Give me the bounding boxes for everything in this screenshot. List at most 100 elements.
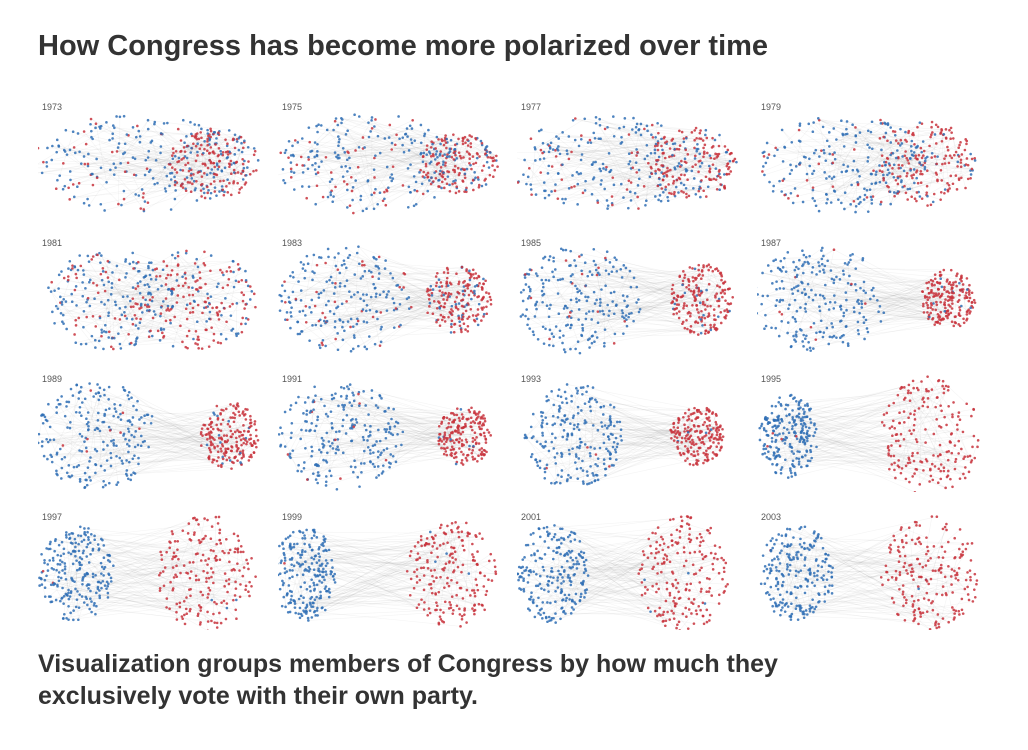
node (581, 323, 584, 327)
node (231, 138, 235, 142)
edge (857, 284, 964, 323)
node (701, 324, 704, 327)
node (699, 289, 703, 293)
node (944, 306, 947, 310)
edge (427, 151, 451, 178)
node (885, 156, 889, 160)
node (439, 166, 443, 169)
node (942, 268, 946, 272)
node (193, 300, 196, 303)
edge (859, 153, 892, 177)
edge (334, 120, 364, 138)
node (626, 304, 630, 307)
node (240, 278, 244, 282)
node (199, 189, 203, 192)
edge (852, 124, 921, 197)
node (658, 168, 661, 172)
node (523, 158, 526, 162)
node (556, 278, 560, 282)
node (392, 308, 396, 312)
edge (114, 127, 193, 149)
edge (132, 252, 235, 288)
edge (325, 292, 446, 347)
node (145, 167, 149, 171)
node (206, 191, 209, 195)
node (354, 149, 357, 152)
node (811, 266, 815, 269)
edge (813, 122, 884, 138)
edge (435, 145, 469, 179)
edge (668, 163, 728, 172)
node (784, 270, 788, 273)
edge (578, 324, 715, 343)
edge (600, 160, 657, 185)
node (334, 264, 338, 268)
edge (790, 164, 972, 170)
node (461, 136, 465, 140)
edge (526, 309, 561, 338)
node (342, 180, 346, 183)
node (196, 343, 199, 346)
node (77, 316, 81, 320)
node (357, 245, 360, 248)
edge (824, 265, 941, 273)
node (724, 299, 727, 302)
edge (883, 171, 921, 176)
node (955, 274, 958, 278)
edge (145, 159, 189, 164)
node (913, 142, 916, 146)
node (196, 338, 199, 341)
node (203, 171, 206, 175)
node (557, 145, 560, 148)
edge (97, 254, 139, 329)
edge (587, 251, 608, 340)
node (348, 166, 352, 170)
node (190, 146, 193, 150)
edge (87, 283, 113, 299)
node (519, 291, 523, 294)
node (862, 198, 866, 201)
node (920, 163, 923, 167)
node (636, 151, 639, 154)
node (908, 187, 912, 191)
node (635, 301, 638, 304)
node (622, 316, 626, 320)
node (600, 288, 603, 291)
node (148, 298, 152, 302)
edge (436, 136, 456, 154)
edge (595, 264, 623, 317)
node (884, 181, 888, 185)
edge (626, 123, 642, 190)
node (218, 190, 221, 193)
node (372, 207, 376, 211)
node (466, 324, 470, 328)
edge (366, 305, 381, 313)
node (666, 199, 670, 203)
edge (135, 281, 247, 289)
node (434, 153, 438, 156)
node (383, 190, 386, 194)
node (406, 135, 409, 138)
node (442, 271, 446, 274)
node (137, 327, 140, 330)
node (318, 343, 321, 347)
node (788, 172, 792, 176)
node (539, 171, 543, 174)
edge (788, 163, 937, 199)
node (480, 306, 484, 310)
node (920, 197, 924, 200)
node (912, 168, 916, 171)
node (365, 303, 369, 307)
node (428, 305, 431, 308)
node (252, 147, 256, 150)
edge (595, 122, 728, 165)
node (428, 294, 431, 297)
node (477, 302, 481, 306)
node (560, 178, 564, 181)
node (314, 172, 318, 176)
edge (449, 282, 463, 316)
edge (63, 314, 164, 330)
edge (833, 249, 946, 309)
node (434, 176, 438, 180)
node (542, 342, 546, 345)
